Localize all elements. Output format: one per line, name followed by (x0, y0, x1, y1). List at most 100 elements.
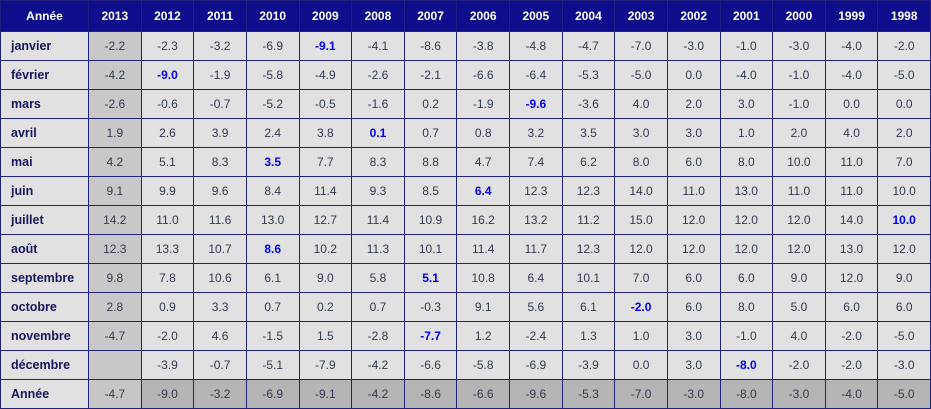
temperature-cell: -3.0 (772, 379, 826, 409)
temperature-cell: 10.2 (298, 234, 353, 264)
temperature-cell: 1.5 (298, 321, 353, 351)
month-row: janvier -2.2 -2.3 -3.2 -6.9 -9.1 -4.1 -8.6 -3.8-… (0, 31, 931, 61)
temperature-cell: 12.0 (719, 205, 774, 235)
year-header: 2003 (614, 0, 668, 32)
temperature-cell: -3.9 (140, 350, 195, 380)
temperature-cell: 6.1 (561, 292, 616, 322)
temperature-cell: 15.0 (614, 205, 668, 235)
temperature-cell: -5.3 (561, 379, 616, 409)
footer-label: Année (0, 379, 89, 409)
year-header: 2007 (403, 0, 458, 32)
month-label: juillet (0, 205, 89, 235)
month-label: janvier (0, 31, 89, 61)
temperature-cell: 3.2 (509, 118, 563, 148)
temperature-cell: 4.0 (614, 89, 668, 119)
temperature-cell: -0.3 (403, 292, 458, 322)
temperature-cell: -1.0 (772, 89, 826, 119)
temperature-cell: 12.0 (824, 263, 879, 293)
temperature-cell: -1.6 (351, 89, 405, 119)
year-header: 2010 (245, 0, 300, 32)
temperature-cell: 11.0 (824, 147, 879, 177)
temperature-cell: 8.8 (403, 147, 458, 177)
min-temperature-cell: 10.0 (877, 205, 931, 235)
temperature-cell: 6.0 (666, 147, 721, 177)
month-row: septembre 9.8 7.8 10.6 6.1 9.0 5.8 5.1 10.8 6.4 10… (0, 263, 931, 293)
year-header: 2005 (509, 0, 563, 32)
temperature-cell: 2.6 (140, 118, 195, 148)
temperature-cell: 11.6 (193, 205, 247, 235)
month-row: février -4.2 -9.0 -1.9 -5.8 -4.9 -2.6 -2.1 -6.6-… (0, 60, 931, 90)
temperature-cell: 1.0 (614, 321, 668, 351)
month-label: août (0, 234, 89, 264)
month-row: décembre -3.9 -0.7 -5.1 -7.9 -4.2 -6.6 -5.8 -6.9… (0, 350, 931, 380)
temperature-cell: -2.6 (88, 89, 142, 119)
temperature-cell: 12.0 (772, 205, 826, 235)
temperature-cell: 12.3 (561, 176, 616, 206)
temperature-cell: 3.0 (666, 321, 721, 351)
temperature-cell: -0.7 (193, 89, 247, 119)
temperature-cell: 12.3 (509, 176, 563, 206)
year-header: 2002 (666, 0, 721, 32)
temperature-cell: 9.9 (140, 176, 195, 206)
temperature-cell: -3.2 (193, 379, 247, 409)
temperature-cell: 6.0 (666, 292, 721, 322)
temperature-cell: 10.1 (561, 263, 616, 293)
temperature-cell: -2.4 (509, 321, 563, 351)
year-header: 2009 (298, 0, 353, 32)
temperature-cell: -5.0 (877, 321, 931, 351)
temperature-cell: 7.0 (614, 263, 668, 293)
temperature-cell: -5.8 (245, 60, 300, 90)
temperature-cell: -4.0 (824, 60, 879, 90)
month-label: juin (0, 176, 89, 206)
temperature-cell: -3.0 (666, 379, 721, 409)
temperature-cell: -6.6 (456, 379, 510, 409)
temperature-cell: 10.0 (772, 147, 826, 177)
temperature-cell: -6.9 (509, 350, 563, 380)
temperature-cell: 11.0 (824, 176, 879, 206)
temperature-cell: -2.2 (88, 31, 142, 61)
month-label: avril (0, 118, 89, 148)
temperature-cell: 6.0 (719, 263, 774, 293)
month-row: juin 9.1 9.9 9.6 8.4 11.4 9.3 8.5 6.4 12.3 12.3 14.… (0, 176, 931, 206)
temperature-cell: 6.0 (824, 292, 879, 322)
year-header: 2013 (88, 0, 142, 32)
temperature-cell: -2.0 (772, 350, 826, 380)
temperature-cell: 12.0 (772, 234, 826, 264)
temperature-cell: -1.5 (245, 321, 300, 351)
temperature-cell: 7.7 (298, 147, 353, 177)
temperature-cell: 0.8 (456, 118, 510, 148)
temperature-cell: -5.0 (877, 379, 931, 409)
temperature-cell: -5.2 (245, 89, 300, 119)
month-row: avril 1.9 2.6 3.9 2.4 3.8 0.1 0.7 0.8 3.2 3.5 3.0 3.… (0, 118, 931, 148)
temperature-cell: -6.4 (509, 60, 563, 90)
temperature-cell: 5.6 (509, 292, 563, 322)
table-body: janvier -2.2 -2.3 -3.2 -6.9 -9.1 -4.1 -8.6 -3.8-… (0, 31, 931, 409)
footer-row: Année -4.7 -9.0 -3.2 -6.9 -9.1 -4.2 -8.6 -6.6 -9.… (0, 379, 931, 409)
min-temperature-cell: 6.4 (456, 176, 510, 206)
month-label: mars (0, 89, 89, 119)
temperature-cell: 10.8 (456, 263, 510, 293)
temperature-cell: 4.0 (772, 321, 826, 351)
temperature-cell: -5.8 (456, 350, 510, 380)
temperature-cell: -3.8 (456, 31, 510, 61)
temperature-cell: 12.7 (298, 205, 353, 235)
temperature-cell: 9.0 (772, 263, 826, 293)
temperature-cell: -3.9 (561, 350, 616, 380)
temperature-cell: -2.0 (824, 350, 879, 380)
temperature-cell: 13.0 (824, 234, 879, 264)
temperature-cell: 5.0 (772, 292, 826, 322)
temperature-cell: 2.4 (245, 118, 300, 148)
temperature-cell: 9.8 (88, 263, 142, 293)
header-row: Année 2013 2012 2011 2010 2009 2008 2007 2006 20… (0, 0, 931, 32)
temperature-cell: -2.1 (403, 60, 458, 90)
temperature-cell: 0.7 (245, 292, 300, 322)
temperature-cell: 8.5 (403, 176, 458, 206)
year-header: 1998 (877, 0, 931, 32)
temperature-cell: 10.7 (193, 234, 247, 264)
temperature-cell: 9.3 (351, 176, 405, 206)
temperature-cell: -4.2 (351, 350, 405, 380)
temperature-cell: -0.5 (298, 89, 353, 119)
min-temperature-cell: 3.5 (245, 147, 300, 177)
temperature-cell: 5.1 (140, 147, 195, 177)
